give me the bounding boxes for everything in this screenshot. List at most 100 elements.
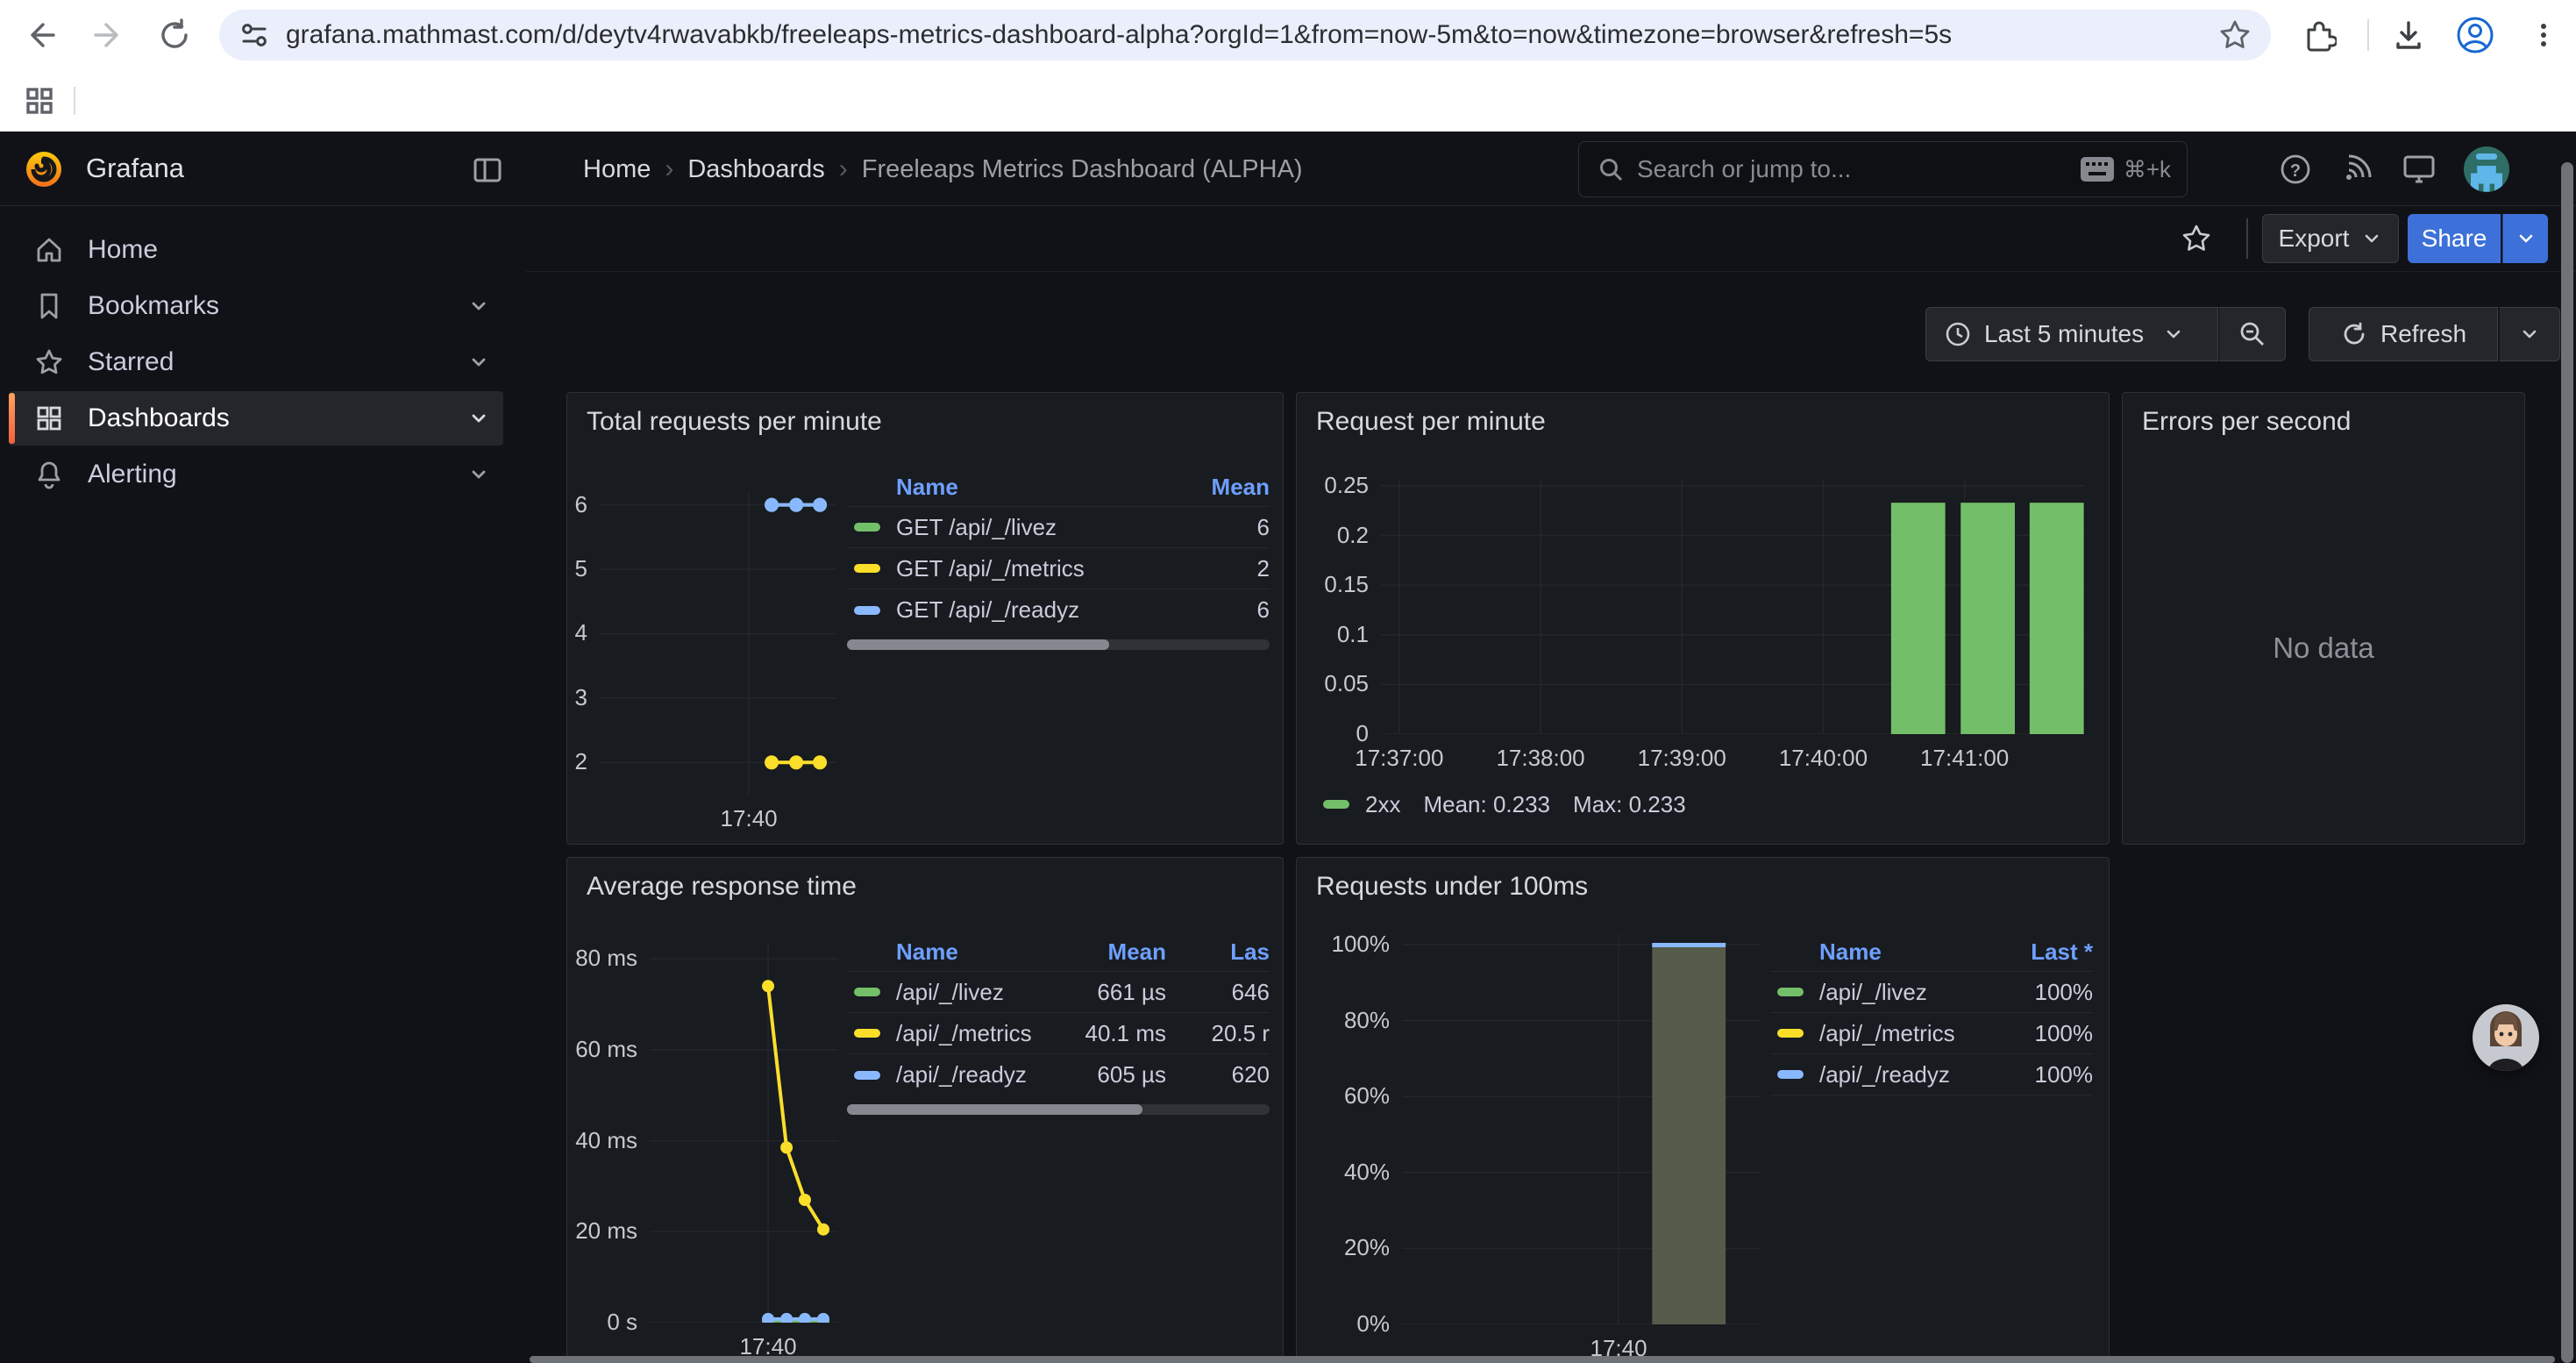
legend-column-header[interactable]: Las — [1230, 938, 1270, 965]
floating-assistant-avatar[interactable] — [2473, 1004, 2539, 1071]
panel-title[interactable]: Request per minute — [1316, 407, 1546, 436]
browser-menu-button[interactable] — [2523, 15, 2564, 55]
legend-row[interactable]: GET /api/_/readyz 6 — [847, 589, 1270, 631]
share-dropdown-button[interactable] — [2502, 214, 2548, 263]
legend-row[interactable]: /api/_/livez 100% — [1770, 972, 2093, 1013]
series-value: 6 — [1256, 513, 1270, 540]
zoom-out-button[interactable] — [2219, 307, 2286, 361]
series-name: GET /api/_/livez — [896, 513, 1057, 540]
legend-column-header[interactable]: Name — [1819, 938, 1882, 965]
legend-column-header[interactable]: Last * — [2031, 938, 2093, 965]
chevron-down-icon[interactable] — [466, 406, 491, 431]
legend-row[interactable]: /api/_/metrics 100% — [1770, 1013, 2093, 1054]
panel-requests-under-100ms: Requests under 100ms 100% 80% 60% 40% 20% 0% 1… — [1296, 857, 2110, 1363]
panel-title[interactable]: Requests under 100ms — [1316, 872, 1589, 901]
legend-column-header[interactable]: Mean — [1211, 474, 1270, 500]
chevron-down-icon[interactable] — [466, 294, 491, 318]
legend-row[interactable]: GET /api/_/metrics 2 — [847, 548, 1270, 589]
series-color-pill — [1777, 1029, 1804, 1038]
chart-plot-area[interactable] — [1402, 933, 1761, 1324]
export-button[interactable]: Export — [2262, 214, 2399, 263]
y-axis-tick: 60% — [1343, 1082, 1390, 1110]
star-icon — [36, 349, 62, 375]
page-scrollbar-vertical[interactable] — [2561, 162, 2573, 1363]
total-requests-chart: 6 5 4 3 2 17:40 — [567, 393, 1283, 844]
y-axis-tick: 60 ms — [575, 1035, 637, 1062]
legend-column-header[interactable]: Mean — [1107, 938, 1166, 965]
legend-row[interactable]: GET /api/_/livez 6 — [847, 507, 1270, 548]
tune-icon[interactable] — [238, 19, 270, 51]
x-axis-tick: 17:38:00 — [1496, 745, 1585, 771]
sidebar-item-alerting[interactable]: Alerting — [0, 447, 526, 502]
news-rss-icon[interactable] — [2339, 152, 2374, 187]
chevron-down-icon — [2519, 234, 2532, 243]
panel-average-response-time: Average response time 80 ms 60 ms 40 ms 20 … — [566, 857, 1284, 1363]
breadcrumb-separator: › — [665, 154, 674, 183]
legend-row[interactable]: /api/_/metrics 40.1 ms 20.5 r — [847, 1013, 1270, 1054]
chart-plot-area[interactable] — [600, 492, 836, 795]
apps-button[interactable] — [19, 81, 60, 121]
sidebar-item-bookmarks[interactable]: Bookmarks — [0, 279, 526, 333]
y-axis-tick: 0.05 — [1324, 670, 1369, 697]
legend-row[interactable]: /api/_/readyz 100% — [1770, 1054, 2093, 1095]
breadcrumb-home[interactable]: Home — [583, 154, 651, 183]
url-bar[interactable]: grafana.mathmast.com/d/deytv4rwavabkb/fr… — [219, 10, 2271, 61]
share-button[interactable]: Share — [2408, 214, 2501, 263]
chevron-down-icon — [2523, 330, 2537, 339]
y-axis-tick: 6 — [574, 490, 587, 517]
favorite-star-icon[interactable] — [2180, 222, 2213, 255]
panel-errors-per-second: Errors per second No data — [2122, 392, 2525, 845]
apps-grid-icon — [26, 88, 53, 114]
url-text[interactable]: grafana.mathmast.com/d/deytv4rwavabkb/fr… — [286, 20, 1953, 49]
legend-column-header[interactable]: Name — [896, 474, 958, 500]
y-axis-tick: 2 — [574, 748, 587, 775]
breadcrumb-dashboards[interactable]: Dashboards — [687, 154, 825, 183]
legend-row[interactable]: /api/_/readyz 605 µs 620 — [847, 1054, 1270, 1095]
user-avatar[interactable] — [2464, 146, 2509, 192]
brand-title[interactable]: Grafana — [86, 153, 185, 183]
browser-forward-button[interactable] — [89, 15, 130, 55]
sidebar-item-home[interactable]: Home — [0, 223, 526, 277]
y-axis-tick: 0% — [1356, 1310, 1390, 1337]
chevron-down-icon[interactable] — [466, 350, 491, 375]
x-axis-tick: 17:39:00 — [1637, 745, 1726, 771]
sidebar-item-label: Bookmarks — [88, 291, 220, 320]
series-color-pill — [854, 1070, 880, 1080]
series-name: /api/_/metrics — [896, 1019, 1032, 1046]
refresh-button[interactable]: Refresh — [2309, 307, 2498, 361]
refresh-interval-dropdown[interactable] — [2499, 307, 2560, 361]
legend-row[interactable]: /api/_/livez 661 µs 646 — [847, 972, 1270, 1013]
sidebar-item-dashboards[interactable]: Dashboards — [0, 391, 526, 446]
requests-per-minute-chart: 0.25 0.2 0.15 0.1 0.05 0 17:37:00 17:38:00 17:39… — [1297, 393, 2109, 844]
series-name: /api/_/livez — [1819, 978, 1927, 1005]
browser-reload-button[interactable] — [154, 15, 195, 55]
chart-plot-area[interactable] — [650, 942, 838, 1323]
legend-inline[interactable]: 2xx Mean: 0.233 Max: 0.233 — [1316, 789, 1686, 819]
time-range-picker[interactable]: Last 5 minutes — [1925, 307, 2218, 361]
active-item-highlight — [9, 391, 503, 446]
sidebar-toggle-button[interactable] — [472, 154, 503, 186]
monitor-icon[interactable] — [2401, 152, 2437, 187]
profile-button[interactable] — [2455, 15, 2495, 55]
panel-title[interactable]: Errors per second — [2142, 407, 2352, 436]
y-axis-tick: 0.2 — [1336, 521, 1369, 548]
legend-column-header[interactable]: Name — [896, 938, 958, 965]
dashboards-grid-icon — [37, 406, 61, 431]
bookmark-star-icon[interactable] — [2218, 18, 2252, 52]
legend-scrollbar[interactable] — [847, 639, 1270, 650]
chart-plot-area[interactable] — [1381, 479, 2084, 734]
y-axis-tick: 20 ms — [575, 1217, 637, 1245]
sidebar-item-starred[interactable]: Starred — [0, 335, 526, 389]
search-input[interactable]: Search or jump to... ⌘+k — [1578, 141, 2188, 197]
bookmark-icon — [40, 293, 58, 319]
panel-title[interactable]: Average response time — [587, 872, 857, 901]
page-scrollbar-horizontal[interactable] — [530, 1356, 2555, 1363]
help-icon[interactable]: ? — [2278, 152, 2313, 187]
browser-back-button[interactable] — [19, 15, 60, 55]
panel-title[interactable]: Total requests per minute — [587, 407, 882, 436]
extensions-button[interactable] — [2299, 15, 2339, 55]
legend-scrollbar[interactable] — [847, 1104, 1270, 1115]
chevron-down-icon[interactable] — [466, 462, 491, 487]
downloads-button[interactable] — [2388, 15, 2429, 55]
grafana-logo[interactable] — [23, 148, 65, 190]
